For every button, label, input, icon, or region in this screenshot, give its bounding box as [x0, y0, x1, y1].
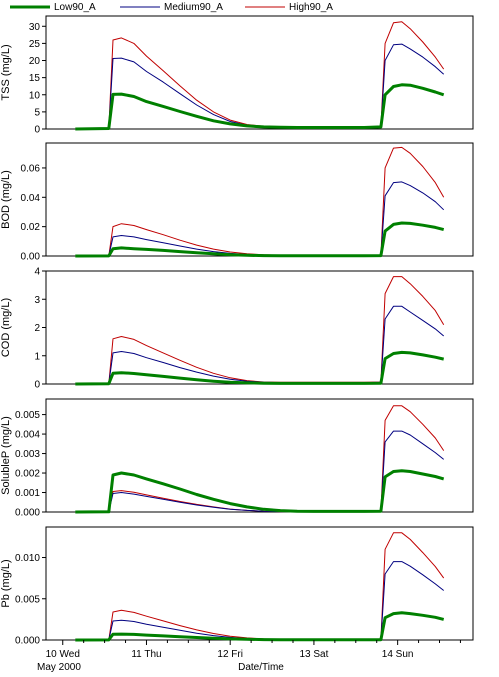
series-line-low90-a	[75, 611, 445, 642]
x-tick-label: 14 Sun	[382, 649, 414, 660]
y-tick-label: 0.005	[15, 594, 40, 605]
x-tick-label: 12 Fri	[217, 649, 243, 660]
y-tick-label: 15	[29, 73, 41, 84]
x-tick-label: 10 Wed	[46, 649, 80, 660]
y-tick-label: 0	[34, 125, 40, 136]
y-axis-label: BOD (mg/L)	[0, 170, 12, 229]
x-axis: May 2000 Date/Time 10 Wed 11 Thu 12 Fri 13 …	[37, 640, 461, 673]
y-tick-label: 0.005	[15, 410, 40, 421]
y-tick-label: 0.04	[21, 193, 41, 204]
series-line-low90-a	[75, 350, 445, 386]
plot-frame	[45, 142, 474, 257]
series-line-high90-a	[75, 21, 445, 130]
plot-frame	[45, 15, 474, 130]
legend: Low90_A Medium90_A High90_A	[10, 2, 333, 13]
chart-panel-2: 0.00 0.02 0.04 0.06 BOD (mg/L)	[0, 142, 474, 263]
series-line-low90-a	[75, 221, 445, 258]
y-axis-label: Pb (mg/L)	[0, 559, 12, 607]
chart-panel-1: 0 5 10 15 20 25 30 TSS (mg/L)	[0, 15, 474, 136]
y-tick-label: 20	[29, 56, 41, 67]
y-tick-label: 0.000	[15, 636, 40, 647]
legend-label-medium90-a: Medium90_A	[164, 2, 223, 13]
series-line-low90-a	[75, 469, 445, 514]
y-tick-label: 5	[34, 107, 40, 118]
y-tick-label: 25	[29, 39, 41, 50]
plot-frame	[45, 526, 474, 641]
y-tick-label: 3	[34, 295, 40, 306]
y-tick-label: 0.02	[21, 222, 41, 233]
y-tick-label: 0.00	[21, 252, 41, 263]
y-tick-label: 4	[34, 267, 40, 278]
series-line-medium90-a	[75, 430, 445, 513]
legend-label-low90-a: Low90_A	[54, 2, 96, 13]
plot-frame	[45, 398, 474, 513]
x-tick-label: 13 Sat	[299, 649, 328, 660]
chart-panel-3: 0 1 2 3 4 COD (mg/L)	[0, 267, 474, 391]
y-tick-label: 0.003	[15, 449, 40, 460]
y-tick-label: 30	[29, 22, 41, 33]
y-tick-label: 0.06	[21, 163, 41, 174]
y-axis-label: COD (mg/L)	[0, 298, 12, 357]
series-line-medium90-a	[75, 181, 445, 257]
series-line-high90-a	[75, 146, 445, 257]
series-line-high90-a	[75, 405, 445, 513]
series-line-high90-a	[75, 276, 445, 385]
y-tick-label: 10	[29, 90, 41, 101]
y-tick-label: 0.000	[15, 508, 40, 519]
series-line-medium90-a	[75, 43, 445, 130]
x-tick-label: 11 Thu	[131, 649, 161, 660]
series-line-medium90-a	[75, 561, 445, 641]
y-tick-label: 0.004	[15, 430, 40, 441]
y-tick-label: 1	[34, 351, 40, 362]
y-tick-label: 0.001	[15, 488, 40, 499]
series-line-low90-a	[75, 83, 445, 131]
y-axis-label: TSS (mg/L)	[0, 44, 12, 100]
y-tick-label: 0	[34, 380, 40, 391]
y-tick-label: 2	[34, 323, 40, 334]
series-line-high90-a	[75, 532, 445, 641]
x-axis-sublabel: May 2000	[37, 662, 81, 673]
x-axis-title: Date/Time	[238, 662, 284, 673]
y-axis-label: SolubleP (mg/L)	[0, 416, 12, 495]
legend-label-high90-a: High90_A	[289, 2, 333, 13]
y-tick-label: 0.010	[15, 553, 40, 564]
y-tick-label: 0.002	[15, 469, 40, 480]
